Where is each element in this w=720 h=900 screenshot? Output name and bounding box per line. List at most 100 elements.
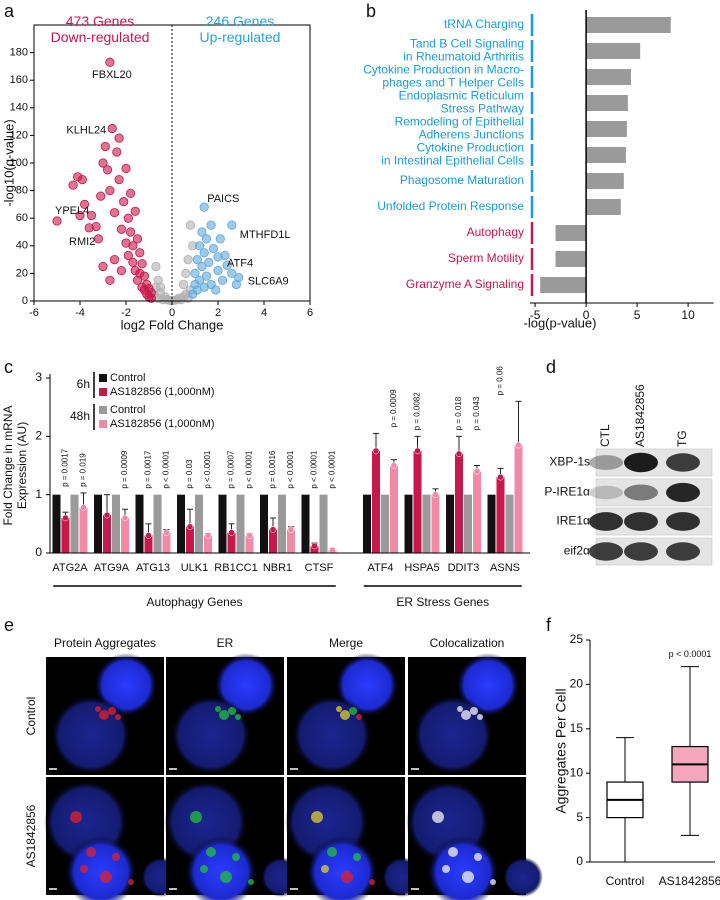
bar (555, 225, 587, 241)
point (116, 266, 127, 276)
signal-spot (340, 710, 350, 720)
bar (586, 69, 631, 85)
bar (310, 546, 319, 553)
bar-dot (121, 514, 129, 522)
bar (186, 526, 194, 553)
point (199, 248, 209, 258)
signal-spot (128, 879, 134, 885)
point (206, 220, 216, 230)
panel-letter: a (4, 1, 15, 21)
nucleus (503, 857, 543, 897)
bar (473, 471, 481, 553)
y-tick-label: 10 (570, 765, 584, 779)
bar (487, 494, 496, 553)
point (192, 255, 202, 265)
y-axis-label: Aggregates Per Cell (553, 688, 569, 813)
signal-spot (321, 865, 329, 873)
nucleus (171, 695, 251, 775)
signal-spot (327, 847, 337, 857)
bar (301, 494, 310, 553)
x-tick-label: ATG2A (52, 562, 88, 574)
nucleus (427, 836, 499, 900)
point (128, 241, 138, 251)
point (215, 234, 225, 244)
lane-label: AS1842856 (633, 384, 647, 447)
bar (135, 494, 144, 553)
bar-dot (80, 504, 87, 511)
signal-spot (356, 714, 362, 720)
p-value: p < 0.0001 (245, 450, 254, 489)
blot-band (589, 512, 623, 531)
point (98, 158, 108, 168)
p-value: p < 0.0001 (669, 649, 712, 659)
x-tick-label: 5 (634, 308, 641, 322)
point (201, 271, 212, 281)
x-tick-label: AS1842856 (659, 874, 720, 888)
point (195, 241, 205, 251)
legend-swatch (99, 388, 107, 396)
signal-spot (220, 871, 232, 883)
bar (79, 507, 88, 553)
bar (204, 535, 212, 553)
y-tick-label: 100 (10, 157, 28, 169)
point (208, 243, 218, 254)
bar (236, 494, 245, 553)
bar (586, 199, 621, 215)
point (137, 259, 147, 269)
legend-label: AS182856 (1,000nM) (110, 418, 215, 430)
panel-letter: b (366, 1, 376, 21)
bar (586, 173, 624, 189)
p-value: p = 0.0082 (413, 392, 422, 431)
point (68, 180, 78, 190)
point (98, 261, 108, 272)
point (181, 268, 191, 278)
x-tick-label: CTSF (305, 562, 334, 574)
blot-band (624, 512, 658, 531)
x-tick-label: 4 (261, 307, 267, 319)
p-value: p = 0.06 (496, 366, 505, 396)
bar (505, 494, 514, 553)
bar-dot (269, 526, 277, 533)
x-tick-label: -6 (29, 307, 39, 319)
nucleus (51, 695, 131, 775)
bar (586, 95, 628, 111)
p-value: p = 0.0007 (227, 450, 236, 489)
point (195, 275, 205, 285)
blot-band (589, 542, 623, 561)
category-label: Cytokine Production in Intestinal Epithel… (381, 141, 524, 168)
nucleus (292, 695, 372, 775)
point (119, 197, 129, 207)
bar (455, 453, 463, 553)
bar-dot (473, 468, 481, 475)
y-tick-label: 2 (35, 429, 42, 443)
bar (260, 494, 268, 553)
point (146, 293, 156, 303)
point (116, 224, 127, 234)
signal-spot (341, 871, 353, 883)
bar (586, 17, 671, 33)
point (93, 234, 104, 244)
bar-dot (515, 441, 522, 449)
bar (94, 494, 102, 553)
point (103, 165, 113, 175)
y-tick-label: 15 (570, 721, 584, 735)
column-header: Merge (329, 636, 363, 650)
category-label: Granzyme A Signaling (406, 277, 524, 291)
point (178, 279, 189, 290)
x-tick-label: NBR1 (263, 562, 292, 574)
point (135, 248, 145, 258)
signal-spot (490, 879, 496, 885)
lane-label: TG (675, 430, 689, 447)
p-value: p = 0.043 (472, 396, 481, 430)
point (139, 271, 149, 281)
point (218, 275, 228, 285)
point (213, 266, 223, 276)
bar (422, 494, 431, 553)
lane-label: CTL (598, 424, 612, 447)
bar (586, 121, 627, 137)
signal-spot (95, 706, 101, 712)
bar (278, 494, 286, 553)
point (183, 255, 193, 265)
